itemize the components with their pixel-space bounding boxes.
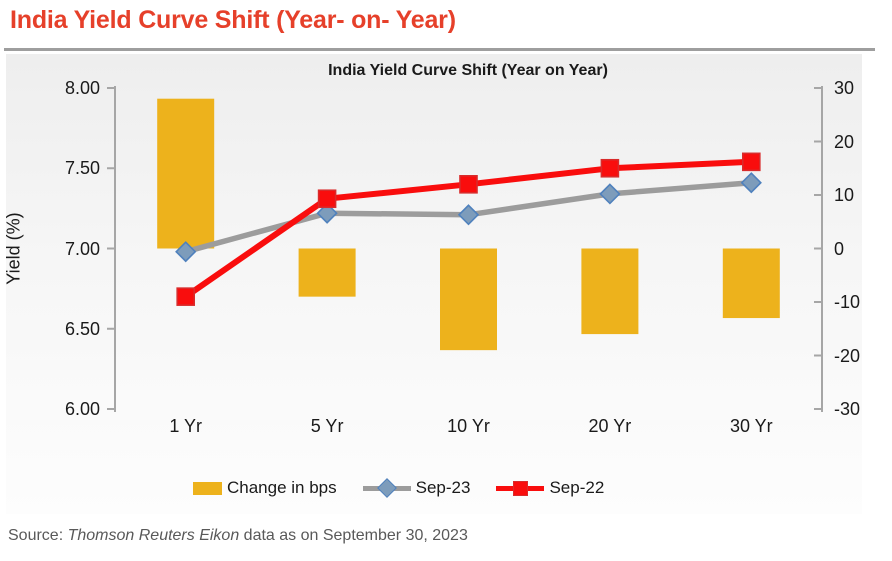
x-axis-category-label: 1 Yr	[169, 416, 203, 436]
square-marker-icon	[513, 481, 529, 496]
page-title: India Yield Curve Shift (Year- on- Year)	[10, 6, 456, 34]
source-note: Source: Thomson Reuters Eikon data as on…	[8, 527, 468, 545]
x-axis-category-label: 10 Yr	[447, 416, 490, 436]
source-publication: Thomson Reuters Eikon	[67, 527, 240, 544]
legend: Change in bps Sep-23 Sep-22	[193, 478, 604, 498]
legend-item-sep-23: Sep-23	[362, 478, 471, 498]
right-axis-tick-label: 20	[834, 131, 855, 152]
title-divider	[4, 48, 875, 51]
bar-swatch-icon	[193, 481, 222, 495]
left-axis-tick-label: 7.50	[64, 158, 100, 179]
chart-title: India Yield Curve Shift (Year on Year)	[328, 62, 608, 79]
left-axis-tick-label: 6.00	[64, 399, 100, 419]
x-axis-category-label: 30 Yr	[729, 416, 773, 436]
chart-panel	[6, 54, 862, 514]
diamond-marker-icon	[376, 478, 397, 498]
x-axis-category-label: 20 Yr	[588, 416, 632, 436]
line-square-swatch-icon	[496, 479, 545, 497]
right-axis-tick-label: -20	[834, 345, 861, 366]
left-axis-tick-label: 7.00	[64, 238, 100, 259]
legend-label: Sep-23	[415, 478, 471, 497]
x-axis-category-label: 5 Yr	[310, 416, 344, 436]
source-prefix: Source:	[8, 527, 68, 544]
right-axis-tick-label: -10	[834, 292, 861, 312]
right-axis-tick-label: 0	[834, 238, 845, 259]
legend-item-change-in-bps: Change in bps	[193, 478, 337, 498]
legend-label: Sep-22	[549, 478, 605, 497]
left-axis-tick-label: 8.00	[64, 78, 100, 98]
right-axis-tick-label: -30	[834, 399, 861, 419]
source-suffix: data as on September 30, 2023	[239, 527, 468, 544]
left-axis-tick-label: 6.50	[64, 318, 100, 339]
right-axis-tick-label: 30	[834, 78, 855, 98]
line-diamond-swatch-icon	[362, 478, 411, 498]
left-axis-title: Yield (%)	[3, 212, 24, 285]
legend-label: Change in bps	[227, 478, 337, 497]
right-axis-tick-label: 10	[834, 185, 855, 205]
legend-item-sep-22: Sep-22	[496, 478, 604, 498]
